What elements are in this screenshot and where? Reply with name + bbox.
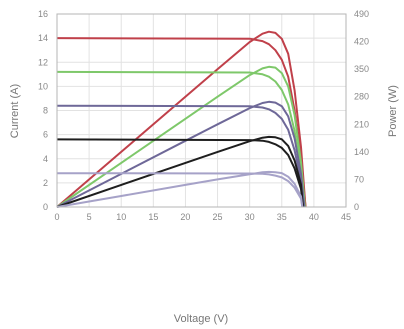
x-tick-label: 30 — [245, 212, 255, 222]
x-tick-label: 0 — [54, 212, 59, 222]
series-lines — [56, 30, 307, 208]
y-right-tick-label: 0 — [354, 202, 359, 212]
x-tick-label: 45 — [341, 212, 351, 222]
x-tick-label: 10 — [116, 212, 126, 222]
power-curve — [56, 135, 304, 208]
power-curve — [56, 100, 306, 208]
y-right-tick-label: 490 — [354, 9, 369, 19]
x-tick-label: 5 — [87, 212, 92, 222]
x-tick-label: 20 — [180, 212, 190, 222]
x-tick-label: 25 — [213, 212, 223, 222]
y-left-tick-labels: 0 2 4 6 8 10 12 14 16 — [38, 9, 48, 212]
y-left-tick-label: 16 — [38, 9, 48, 19]
x-tick-labels: 0 5 10 15 20 25 30 35 40 45 — [54, 212, 351, 222]
power-curve — [56, 30, 307, 208]
y-left-tick-label: 12 — [38, 57, 48, 67]
x-tick-label: 40 — [309, 212, 319, 222]
y-left-tick-label: 0 — [43, 202, 48, 212]
y-right-tick-label: 70 — [354, 174, 364, 184]
y-left-tick-label: 8 — [43, 106, 48, 116]
y-left-tick-label: 2 — [43, 178, 48, 188]
y-right-tick-label: 350 — [354, 64, 369, 74]
grid — [57, 14, 346, 207]
current-curve — [56, 104, 306, 208]
power-curve — [56, 170, 304, 208]
y-left-tick-label: 6 — [43, 130, 48, 140]
x-tick-label: 15 — [148, 212, 158, 222]
current-curve — [56, 172, 304, 208]
y-right-tick-label: 210 — [354, 119, 369, 129]
plot-frame — [56, 13, 347, 208]
y-left-tick-label: 10 — [38, 81, 48, 91]
y-right-tick-label: 140 — [354, 147, 369, 157]
y-right-tick-label: 420 — [354, 37, 369, 47]
y-right-axis-title: Power (W) — [387, 85, 399, 137]
y-right-tick-label: 280 — [354, 92, 369, 102]
power-curve — [56, 65, 306, 208]
y-left-axis-title: Current (A) — [9, 84, 21, 138]
x-tick-label: 35 — [277, 212, 287, 222]
x-axis-title: Voltage (V) — [174, 313, 228, 325]
y-right-tick-labels: 0 70 140 210 280 350 420 490 — [354, 9, 369, 212]
y-left-tick-label: 14 — [38, 33, 48, 43]
y-left-tick-label: 4 — [43, 154, 48, 164]
